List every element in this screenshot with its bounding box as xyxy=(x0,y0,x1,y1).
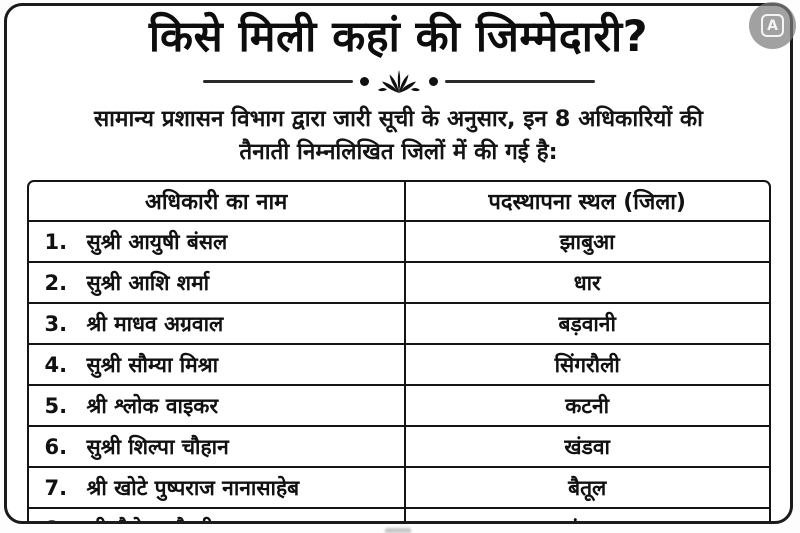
district-cell: धार xyxy=(573,270,601,295)
officer-name: श्री श्लोक वाइकर xyxy=(86,393,219,418)
district-cell: कटनी xyxy=(565,393,610,418)
table-row: 3. श्री माधव अग्रवाल बड़वानी xyxy=(28,304,769,346)
officer-name-cell: 8. श्री शैलेन्द्र चौधरी xyxy=(29,509,406,521)
table-row: 7. श्री खोटे पुष्पराज नानासाहेब बैतूल xyxy=(28,468,769,510)
table-row: 5. श्री श्लोक वाइकर कटनी xyxy=(28,386,769,428)
officers-table: अधिकारी का नाम पदस्थापना स्थल (जिला) 1. … xyxy=(26,180,771,521)
row-number: 5. xyxy=(44,393,68,418)
table-row: 4. सुश्री सौम्या मिश्रा सिंगरौली xyxy=(28,345,769,387)
row-number: 4. xyxy=(44,352,68,377)
table-row: 1. सुश्री आयुषी बंसल झाबुआ xyxy=(28,222,769,264)
row-number: 2. xyxy=(44,270,68,295)
officer-name-cell: 6. सुश्री शिल्पा चौहान xyxy=(29,427,406,467)
row-number: 8. xyxy=(45,517,87,521)
officer-name: श्री माधव अग्रवाल xyxy=(86,311,224,336)
table-row: 8. श्री शैलेन्द्र चौधरी मंडला xyxy=(29,509,769,521)
fleuron-icon xyxy=(376,68,422,94)
officer-name: सुश्री आयुषी बंसल xyxy=(86,229,228,254)
header-officer-name: अधिकारी का नाम xyxy=(29,182,406,221)
officer-name-cell: 4. सुश्री सौम्या मिश्रा xyxy=(29,345,406,385)
subtitle-text: सामान्य प्रशासन विभाग द्वारा जारी सूची क… xyxy=(93,106,704,166)
divider-line-left xyxy=(202,80,353,83)
row-number: 7. xyxy=(44,475,68,500)
officer-name: श्री शैलेन्द्र चौधरी xyxy=(87,515,214,521)
page-title: किसे मिली कहां की जिम्मेदारी? xyxy=(148,12,649,62)
row-number: 3. xyxy=(44,311,68,336)
district-cell: खंडवा xyxy=(564,434,610,459)
lens-text-icon: A xyxy=(761,14,784,37)
row-number: 6. xyxy=(44,434,68,459)
officer-name-cell: 5. श्री श्लोक वाइकर xyxy=(29,386,406,426)
lens-select-text-button[interactable]: A xyxy=(749,2,796,49)
row-number: 1. xyxy=(44,229,68,254)
table-row: 2. सुश्री आशि शर्मा धार xyxy=(28,263,769,305)
district-cell: बैतूल xyxy=(568,475,607,500)
district-cell: झाबुआ xyxy=(559,229,615,254)
district-cell: मंडला xyxy=(406,509,769,521)
officer-name-cell: 2. सुश्री आशि शर्मा xyxy=(29,263,406,303)
officer-name-cell: 3. श्री माधव अग्रवाल xyxy=(29,304,406,344)
district-cell: बड़वानी xyxy=(558,311,616,336)
officer-name: श्री खोटे पुष्पराज नानासाहेब xyxy=(86,475,300,500)
officer-name-cell: 1. सुश्री आयुषी बंसल xyxy=(29,222,406,262)
district-cell: सिंगरौली xyxy=(554,352,620,377)
officer-name-cell: 7. श्री खोटे पुष्पराज नानासाहेब xyxy=(29,468,406,508)
divider-dot-right xyxy=(428,76,438,86)
officer-name: सुश्री सौम्या मिश्रा xyxy=(86,352,219,377)
officer-name: सुश्री शिल्पा चौहान xyxy=(86,434,229,459)
cropped-bottom-artifact xyxy=(385,528,411,533)
divider-dot-left xyxy=(359,76,369,86)
table-row: 6. सुश्री शिल्पा चौहान खंडवा xyxy=(28,427,769,469)
ornamental-divider xyxy=(159,68,639,94)
divider-line-right xyxy=(444,80,595,83)
officer-name: सुश्री आशि शर्मा xyxy=(86,270,210,295)
infographic-card: किसे मिली कहां की जिम्मेदारी? सामान्य प्… xyxy=(4,3,793,524)
table-header-row: अधिकारी का नाम पदस्थापना स्थल (जिला) xyxy=(28,182,769,223)
header-posting-district: पदस्थापना स्थल (जिला) xyxy=(488,190,686,216)
table-body: 1. सुश्री आयुषी बंसल झाबुआ 2. सुश्री आशि… xyxy=(28,222,769,521)
